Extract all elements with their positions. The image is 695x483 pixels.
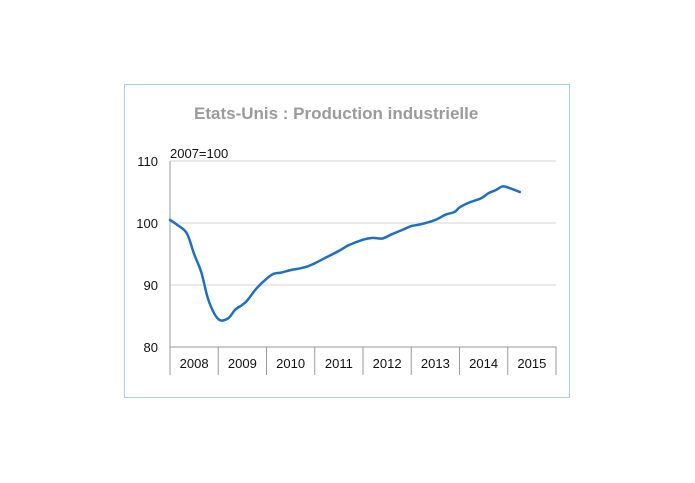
- x-tick-label: 2013: [421, 356, 450, 371]
- y-tick-label: 80: [144, 340, 158, 355]
- chart-title: Etats-Unis : Production industrielle: [194, 104, 479, 123]
- x-tick-label: 2008: [180, 356, 209, 371]
- chart-frame: [124, 84, 570, 398]
- x-tick-label: 2010: [276, 356, 305, 371]
- x-tick-label: 2014: [469, 356, 498, 371]
- y-tick-label: 110: [137, 154, 158, 169]
- x-tick-label: 2012: [373, 356, 402, 371]
- series-line: [168, 185, 522, 322]
- x-tick-label: 2015: [517, 356, 546, 371]
- x-tick-label: 2009: [228, 356, 257, 371]
- y-tick-label: 90: [144, 278, 158, 293]
- x-tick-label: 2011: [325, 356, 353, 371]
- unit-label: 2007=100: [170, 146, 229, 161]
- y-tick-label: 100: [136, 216, 158, 231]
